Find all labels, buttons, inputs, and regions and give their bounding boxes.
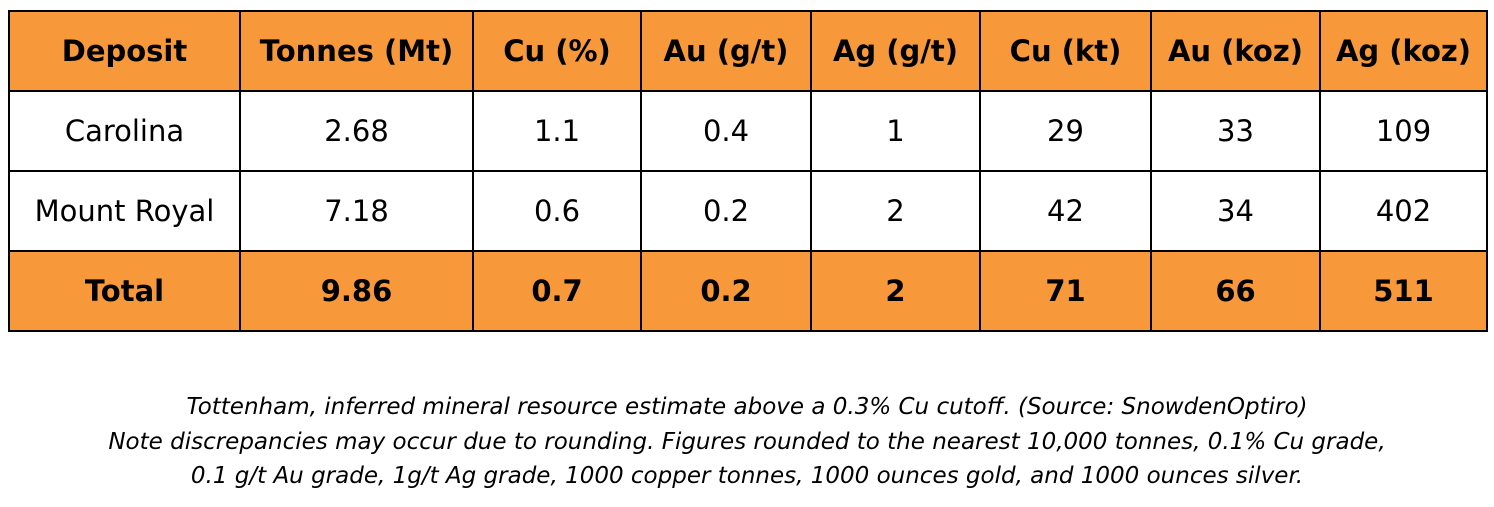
table-row: Mount Royal 7.18 0.6 0.2 2 42 34 402 xyxy=(8,170,1488,252)
header-cell-au-koz: Au (koz) xyxy=(1150,10,1321,92)
total-ag-grade: 2 xyxy=(810,250,981,332)
header-cell-au-grade: Au (g/t) xyxy=(640,10,812,92)
cell-deposit: Carolina xyxy=(8,90,241,172)
cell-cu-kt: 29 xyxy=(979,90,1152,172)
table-caption: Tottenham, inferred mineral resource est… xyxy=(0,390,1494,494)
cell-au-grade: 0.2 xyxy=(640,170,812,252)
total-au-grade: 0.2 xyxy=(640,250,812,332)
total-label: Total xyxy=(8,250,241,332)
header-cell-cu-grade: Cu (%) xyxy=(472,10,642,92)
cell-cu-grade: 1.1 xyxy=(472,90,642,172)
total-cu-grade: 0.7 xyxy=(472,250,642,332)
caption-line-rounding-note: Note discrepancies may occur due to roun… xyxy=(108,428,1386,455)
header-row: Deposit Tonnes (Mt) Cu (%) Au (g/t) Ag (… xyxy=(8,10,1488,92)
resource-table: Deposit Tonnes (Mt) Cu (%) Au (g/t) Ag (… xyxy=(8,10,1488,332)
table-row: Carolina 2.68 1.1 0.4 1 29 33 109 xyxy=(8,90,1488,172)
header-cell-cu-kt: Cu (kt) xyxy=(979,10,1152,92)
cell-ag-koz: 109 xyxy=(1319,90,1488,172)
caption-line-rounding-detail: 0.1 g/t Au grade, 1g/t Ag grade, 1000 co… xyxy=(190,463,1304,489)
cell-au-koz: 34 xyxy=(1150,170,1321,252)
total-au-koz: 66 xyxy=(1150,250,1321,332)
cell-deposit: Mount Royal xyxy=(8,170,241,252)
cell-ag-grade: 1 xyxy=(810,90,981,172)
header-cell-tonnes: Tonnes (Mt) xyxy=(239,10,474,92)
cell-tonnes: 2.68 xyxy=(239,90,474,172)
cell-au-grade: 0.4 xyxy=(640,90,812,172)
cell-ag-grade: 2 xyxy=(810,170,981,252)
total-tonnes: 9.86 xyxy=(239,250,474,332)
cell-tonnes: 7.18 xyxy=(239,170,474,252)
total-ag-koz: 511 xyxy=(1319,250,1488,332)
header-cell-ag-grade: Ag (g/t) xyxy=(810,10,981,92)
cell-cu-kt: 42 xyxy=(979,170,1152,252)
cell-ag-koz: 402 xyxy=(1319,170,1488,252)
caption-line-source: Tottenham, inferred mineral resource est… xyxy=(186,394,1308,420)
header-cell-ag-koz: Ag (koz) xyxy=(1319,10,1488,92)
total-cu-kt: 71 xyxy=(979,250,1152,332)
cell-cu-grade: 0.6 xyxy=(472,170,642,252)
cell-au-koz: 33 xyxy=(1150,90,1321,172)
total-row: Total 9.86 0.7 0.2 2 71 66 511 xyxy=(8,250,1488,332)
header-cell-deposit: Deposit xyxy=(8,10,241,92)
